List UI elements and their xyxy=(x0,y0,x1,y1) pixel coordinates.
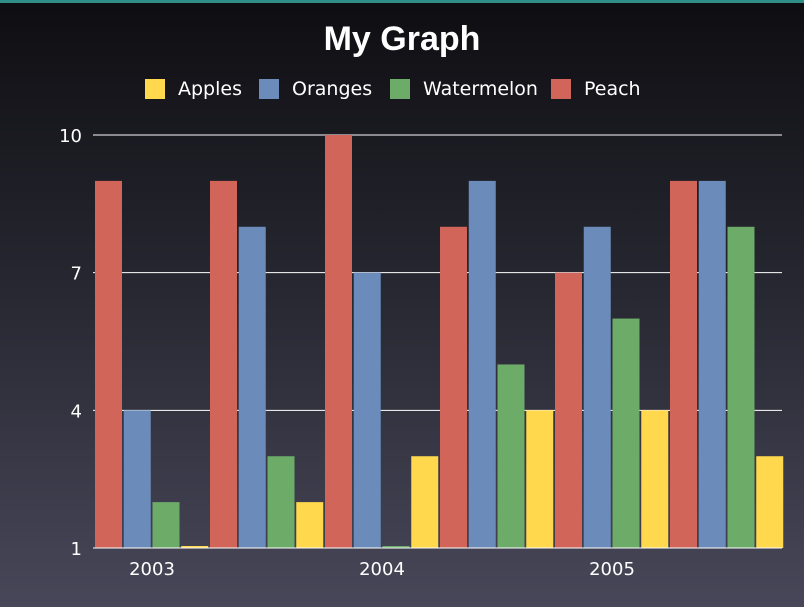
x-axis-ticks: 2003 2004 2005 xyxy=(129,559,635,580)
bar-oranges xyxy=(353,272,381,548)
bars xyxy=(95,135,784,548)
legend-swatch-oranges xyxy=(259,79,279,99)
legend-label: Apples xyxy=(178,78,242,100)
x-tick-label: 2004 xyxy=(359,559,405,580)
legend-label: Watermelon xyxy=(423,78,538,100)
bar-oranges xyxy=(583,226,611,548)
y-tick-label: 7 xyxy=(71,264,82,285)
bar-apples xyxy=(526,410,554,548)
bar-oranges xyxy=(123,410,151,548)
x-tick-label: 2003 xyxy=(129,559,175,580)
bar-apples xyxy=(756,456,784,548)
x-tick-label: 2005 xyxy=(589,559,635,580)
bar-peach xyxy=(325,135,352,548)
legend-label: Oranges xyxy=(292,78,372,100)
bar-watermelon xyxy=(152,502,180,548)
bar-peach xyxy=(95,180,122,548)
bar-watermelon xyxy=(267,456,295,548)
bar-watermelon xyxy=(497,364,525,548)
bar-apples xyxy=(641,410,669,548)
bar-peach xyxy=(210,180,237,548)
bar-peach xyxy=(555,272,582,548)
bar-watermelon xyxy=(612,318,640,548)
bar-apples xyxy=(296,502,324,548)
bar-watermelon xyxy=(727,226,755,548)
chart-legend: Apples Oranges Watermelon Peach xyxy=(145,78,641,100)
y-tick-label: 1 xyxy=(71,539,82,560)
y-tick-label: 4 xyxy=(71,401,82,422)
bar-apples xyxy=(411,456,439,548)
bar-peach xyxy=(440,226,467,548)
chart-title: My Graph xyxy=(324,20,481,58)
y-tick-label: 10 xyxy=(59,126,82,147)
bar-oranges xyxy=(238,226,266,548)
bar-peach xyxy=(670,180,697,548)
bar-chart: My Graph Apples Oranges Watermelon Peach 1 4… xyxy=(59,20,784,580)
legend-swatch-apples xyxy=(145,79,165,99)
legend-swatch-watermelon xyxy=(390,79,410,99)
bar-oranges xyxy=(698,180,726,548)
legend-label: Peach xyxy=(584,78,641,100)
bar-oranges xyxy=(468,180,496,548)
bar-watermelon xyxy=(382,546,410,548)
bar-apples xyxy=(181,546,209,548)
y-axis-ticks: 1 4 7 10 xyxy=(59,126,82,560)
legend-swatch-peach xyxy=(551,79,571,99)
